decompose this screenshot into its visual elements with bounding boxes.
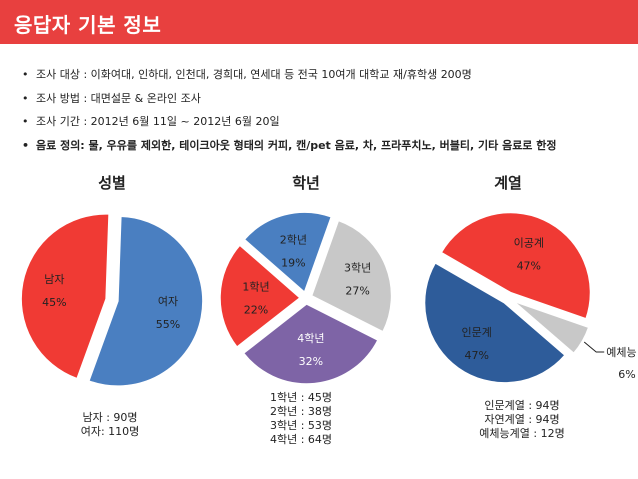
grade-count-note: 1학년 : 45명 2학년 : 38명 3학년 : 53명 4학년 : 64명 — [246, 391, 356, 447]
survey-period-text: 조사 기간 : 2012년 6월 11일 ~ 2012년 6월 20일 — [36, 115, 280, 128]
slice-label: 2학년 — [280, 234, 307, 247]
slice-percent: 22% — [244, 304, 268, 317]
major-count-note: 인문계열 : 94명 자연계열 : 94명 예체능계열 : 12명 — [462, 399, 582, 441]
slice-label: 여자 — [158, 295, 178, 308]
pie-slice — [87, 215, 204, 387]
slice-percent: 19% — [281, 257, 305, 270]
slice-label: 3학년 — [344, 261, 371, 274]
slice-percent: 55% — [156, 318, 180, 331]
survey-target-item: • 조사 대상 : 이화여대, 인하대, 인천대, 경희대, 연세대 등 전국 1… — [22, 68, 632, 82]
slice-label: 남자 — [44, 273, 64, 286]
pie-slice — [20, 213, 110, 380]
slice-label: 이공계 — [514, 237, 544, 250]
header-bar: 응답자 기본 정보 — [0, 0, 638, 44]
grade-chart-title: 학년 — [292, 174, 320, 192]
bullet-marker: • — [22, 91, 29, 105]
pie-slice — [243, 211, 333, 294]
beverage-definition-text: 음료 정의: 물, 우유를 제외한, 테이크아웃 형태의 커피, 캔/pet 음… — [36, 138, 557, 152]
major-chart-title: 계열 — [494, 174, 522, 192]
page-title: 응답자 기본 정보 — [14, 13, 162, 37]
survey-method-item: • 조사 방법 : 대면설문 & 온라인 조사 — [22, 92, 632, 106]
pie-slice — [242, 303, 379, 385]
gender-note-line: 남자 : 90명 — [82, 411, 138, 424]
bullet-marker: • — [22, 68, 29, 81]
bullet-marker: • — [22, 115, 29, 128]
grade-note-line: 1학년 : 45명 — [269, 391, 333, 404]
grade-pie-chart: 학년 1학년 22% 2학년 19% 3학년 27% 4학년 32% — [219, 174, 393, 385]
pie-slice — [219, 244, 302, 349]
major-note-line: 예체능계열 : 12명 — [479, 427, 565, 440]
grade-note-line: 2학년 : 38명 — [269, 405, 333, 418]
pie-slice — [423, 261, 567, 384]
major-note-line: 인문계열 : 94명 — [484, 399, 560, 412]
survey-info-list: • 조사 대상 : 이화여대, 인하대, 인천대, 경희대, 연세대 등 전국 1… — [22, 68, 632, 162]
pie-slice — [512, 300, 590, 355]
pie-slice — [310, 219, 393, 333]
slice-percent: 27% — [345, 284, 369, 297]
slice-label: 인문계 — [462, 326, 492, 339]
beverage-definition-item: • 음료 정의: 물, 우유를 제외한, 테이크아웃 형태의 커피, 캔/pet … — [22, 139, 632, 153]
slice-percent: 6% — [618, 368, 635, 381]
slice-percent: 47% — [464, 349, 488, 362]
gender-count-note: 남자 : 90명 여자: 110명 — [60, 411, 160, 439]
leader-line — [583, 341, 605, 353]
gender-chart-title: 성별 — [98, 174, 126, 192]
slice-label: 1학년 — [242, 281, 269, 294]
grade-note-line: 3학년 : 53명 — [269, 419, 333, 432]
survey-target-text: 조사 대상 : 이화여대, 인하대, 인천대, 경희대, 연세대 등 전국 10… — [36, 68, 472, 81]
slice-percent: 32% — [299, 355, 323, 368]
gender-note-line: 여자: 110명 — [80, 425, 140, 438]
survey-method-text: 조사 방법 : 대면설문 & 온라인 조사 — [36, 91, 201, 105]
pie-slice — [440, 211, 592, 320]
grade-note-line: 4학년 : 64명 — [269, 433, 333, 446]
slice-percent: 45% — [42, 296, 66, 309]
slice-label: 예체능 — [606, 346, 636, 359]
slice-label: 4학년 — [297, 332, 324, 345]
slice-percent: 47% — [517, 260, 541, 273]
survey-period-item: • 조사 기간 : 2012년 6월 11일 ~ 2012년 6월 20일 — [22, 115, 632, 129]
major-note-line: 자연계열 : 94명 — [484, 413, 560, 426]
bullet-marker: • — [22, 138, 30, 152]
